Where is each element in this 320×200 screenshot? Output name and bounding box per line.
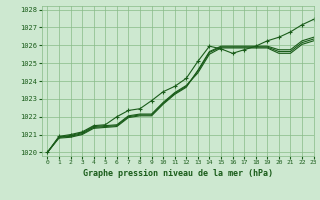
X-axis label: Graphe pression niveau de la mer (hPa): Graphe pression niveau de la mer (hPa) xyxy=(83,169,273,178)
